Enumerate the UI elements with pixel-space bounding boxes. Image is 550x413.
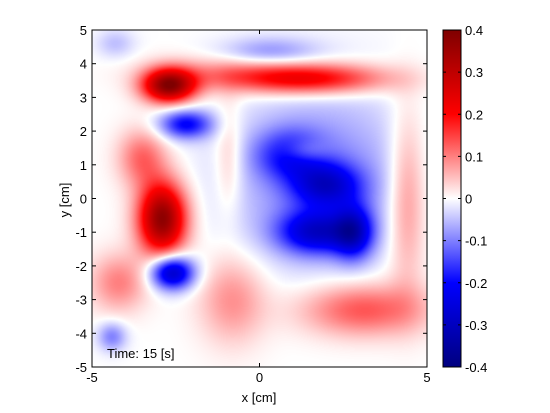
heatmap-field [92,30,427,367]
colorbar-tick-label: -0.4 [465,360,487,375]
y-tick-label: 0 [80,192,87,207]
time-annotation: Time: 15 [s] [107,346,174,361]
colorbar-tick-label: 0.3 [465,65,483,80]
colorbar-tick-label: -0.1 [465,234,487,249]
x-tick-label: 0 [256,370,263,385]
x-tick-label: -5 [86,370,98,385]
y-tick-label: 3 [80,90,87,105]
y-tick-label: -3 [75,293,87,308]
x-axis: -5 0 5 [86,30,431,385]
colorbar-tick-label: 0.2 [465,107,483,122]
colorbar-tick-label: 0 [465,192,472,207]
y-tick-label: 1 [80,158,87,173]
colorbar-tick-label: 0.4 [465,23,483,38]
colorbar-tick-label: -0.2 [465,276,487,291]
y-tick-label: 4 [80,57,87,72]
y-tick-label: -4 [75,326,87,341]
y-axis-label: y [cm] [57,183,72,218]
x-tick-label: 5 [423,370,430,385]
y-axis: -5 -4 -3 -2 -1 0 1 2 3 4 5 [75,23,427,375]
y-tick-label: -1 [75,225,87,240]
colorbar-tick-label: 0.1 [465,149,483,164]
y-tick-label: 2 [80,124,87,139]
x-axis-label: x [cm] [242,390,277,405]
y-tick-label: -2 [75,259,87,274]
colorbar-tick-label: -0.3 [465,318,487,333]
y-tick-label: 5 [80,23,87,38]
colorbar-axis: 0.4 0.3 0.2 0.1 0 -0.1 -0.2 -0.3 -0.4 [443,23,487,375]
y-tick-label: -5 [75,360,87,375]
